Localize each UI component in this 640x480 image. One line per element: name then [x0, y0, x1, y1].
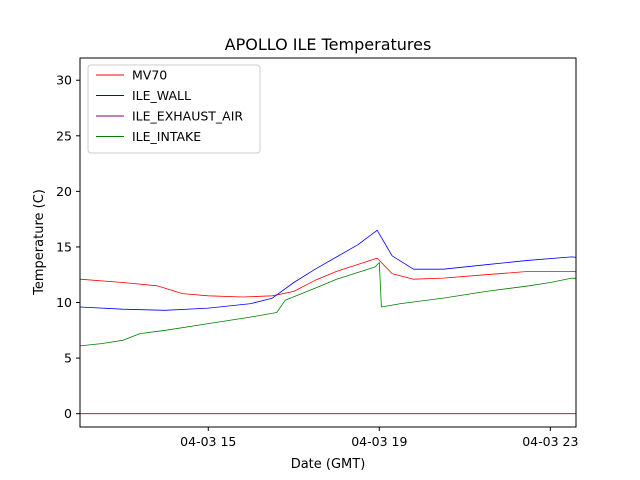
legend-label-ile-intake: ILE_INTAKE	[132, 129, 201, 144]
y-tick-label: 10	[56, 295, 72, 310]
legend: MV70 ILE_WALL ILE_EXHAUST_AIR ILE_INTAKE	[87, 64, 261, 154]
legend-box	[87, 64, 261, 154]
x-tick-label: 04-03 19	[351, 434, 407, 449]
y-tick-label: 5	[64, 351, 72, 366]
y-tick-label: 20	[56, 184, 72, 199]
x-tick-label: 04-03 23	[522, 434, 578, 449]
series-line-ile-wall	[80, 229, 576, 311]
x-tick-label: 04-03 15	[180, 434, 236, 449]
y-tick-label: 0	[64, 406, 72, 421]
chart-title: APOLLO ILE Temperatures	[225, 35, 432, 54]
series-layer	[80, 229, 576, 415]
legend-label-mv70: MV70	[132, 68, 167, 83]
x-axis-label: Date (GMT)	[291, 457, 366, 472]
y-axis: 0 5 10 15 20 25 30	[56, 73, 80, 421]
plot-frame	[79, 57, 577, 428]
y-tick-label: 30	[56, 73, 72, 88]
legend-label-ile-wall: ILE_WALL	[132, 88, 191, 103]
y-axis-label: Temperature (C)	[32, 189, 47, 296]
y-tick-label: 25	[56, 128, 72, 143]
y-tick-label: 15	[56, 239, 72, 254]
series-line-ile-intake	[80, 262, 576, 347]
legend-label-ile-exhaust-air: ILE_EXHAUST_AIR	[132, 109, 243, 124]
series-line-mv70	[80, 257, 576, 298]
